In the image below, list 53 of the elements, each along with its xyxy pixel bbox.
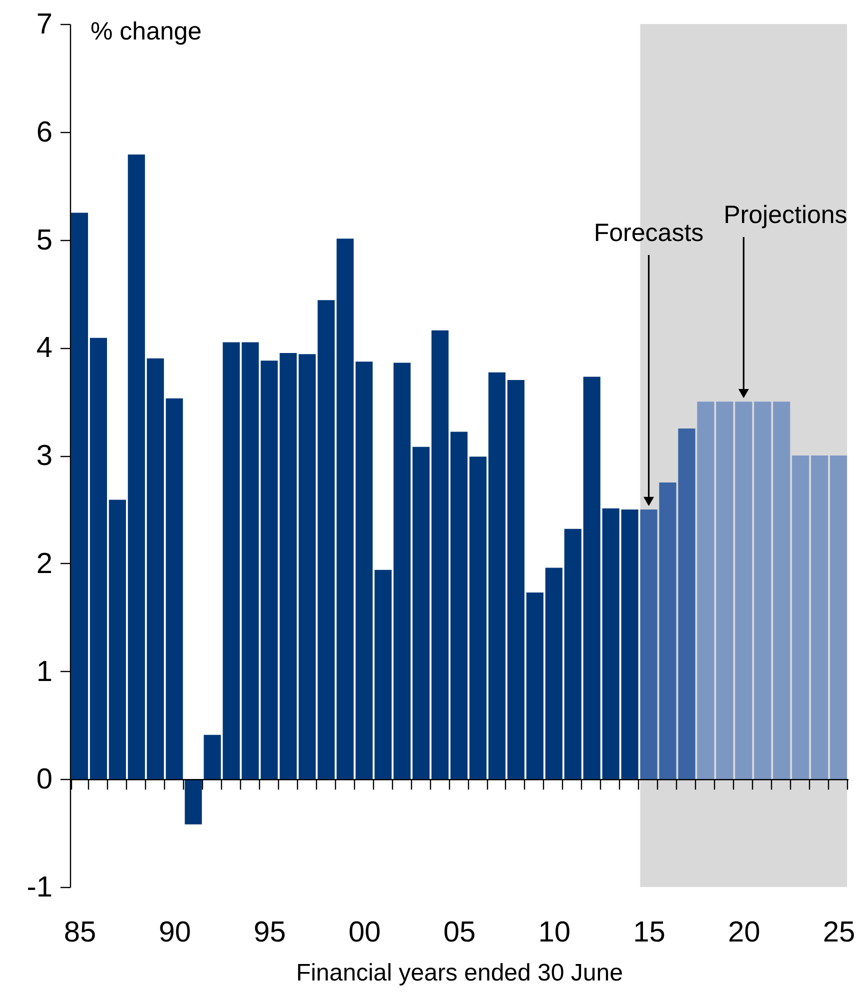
bar [811,456,828,780]
x-tick-label: 15 [633,916,666,948]
bar [830,456,848,780]
x-tick-label: 20 [728,916,760,948]
annotation: Forecasts [594,219,704,247]
bar [128,154,145,780]
bar [507,380,524,780]
y-tick-label: 0 [36,764,52,796]
x-tick-label: 95 [254,916,286,948]
bar [90,338,107,780]
bar [166,398,183,780]
y-tick-label: 2 [36,548,52,580]
x-axis-title: Financial years ended 30 June [296,960,623,986]
bar [754,402,772,780]
bar [488,372,506,780]
bar [716,402,734,780]
bar [735,402,752,780]
bar [469,456,487,780]
y-tick-label: 5 [36,224,52,256]
bar [184,779,202,824]
y-tick-label: 6 [36,116,52,148]
bar [412,446,430,780]
bar [583,376,600,780]
y-tick-label: 1 [36,656,52,688]
bar [204,734,221,780]
x-tick-label: 25 [822,916,856,948]
bar [545,568,562,780]
x-tick-label: 00 [348,916,381,948]
x-tick-label: 05 [443,916,476,948]
bar [394,362,411,780]
y-tick-label: -1 [26,872,52,904]
bar [564,528,582,780]
x-tick-label: 85 [64,916,96,948]
bar [431,330,449,780]
bar [318,300,335,780]
bar [792,456,810,780]
bar [773,402,790,780]
x-tick-label: 10 [538,916,571,948]
y-tick-label: 7 [36,8,52,40]
y-tick-label: 3 [36,440,52,472]
y-tick-label: 4 [36,332,52,364]
bar [526,592,544,780]
x-tick-label: 90 [158,916,191,948]
bar [70,212,88,780]
bar [336,238,354,780]
bar [374,570,392,780]
bar [356,362,373,780]
bar [697,402,714,780]
bar [450,432,468,780]
annotation: Projections [724,201,848,229]
bar [146,358,164,780]
bar [108,500,126,780]
y-axis-title: % change [90,18,202,46]
